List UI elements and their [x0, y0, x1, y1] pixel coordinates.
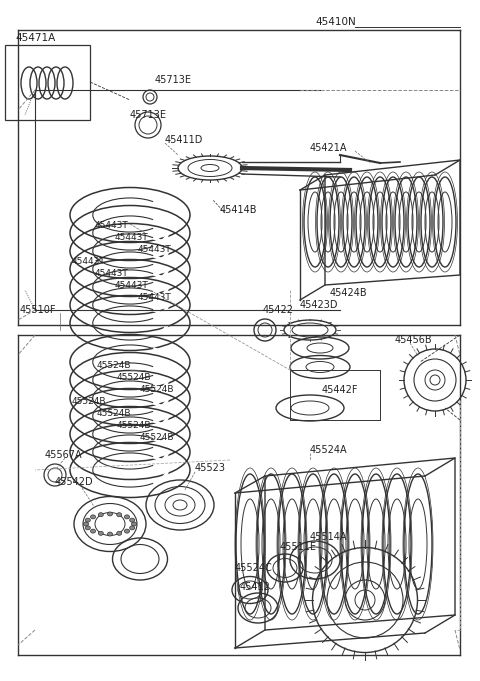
Text: 45510F: 45510F	[20, 305, 57, 315]
Text: 45423D: 45423D	[300, 300, 338, 310]
Text: 45524B: 45524B	[97, 360, 132, 370]
Text: 45443T: 45443T	[95, 270, 129, 279]
Text: 45410N: 45410N	[315, 17, 356, 27]
Ellipse shape	[98, 513, 103, 517]
Ellipse shape	[130, 526, 135, 530]
Text: 45567A: 45567A	[45, 450, 83, 460]
Text: 45442F: 45442F	[322, 385, 359, 395]
Ellipse shape	[124, 529, 130, 533]
Text: 45443T: 45443T	[138, 294, 172, 302]
Ellipse shape	[91, 515, 96, 519]
Text: 45511E: 45511E	[280, 542, 317, 552]
Text: 45443T: 45443T	[138, 244, 172, 253]
Text: 45443T: 45443T	[72, 257, 106, 266]
Text: 45456B: 45456B	[395, 335, 432, 345]
Ellipse shape	[85, 518, 90, 522]
Text: 45524B: 45524B	[140, 385, 175, 394]
Text: 45422: 45422	[263, 305, 294, 315]
Ellipse shape	[124, 515, 130, 519]
Text: 45523: 45523	[195, 463, 226, 473]
Text: 45411D: 45411D	[165, 135, 204, 145]
Text: 45713E: 45713E	[130, 110, 167, 120]
Text: 45424B: 45424B	[330, 288, 368, 298]
Text: 45524A: 45524A	[310, 445, 348, 455]
Text: 45524B: 45524B	[97, 409, 132, 419]
Text: 45524B: 45524B	[140, 434, 175, 443]
Ellipse shape	[108, 512, 112, 516]
Ellipse shape	[91, 529, 96, 533]
Ellipse shape	[130, 518, 135, 522]
Ellipse shape	[117, 531, 122, 535]
Ellipse shape	[84, 522, 88, 526]
Text: 45524B: 45524B	[72, 398, 107, 407]
Text: 45443T: 45443T	[115, 232, 149, 242]
Text: 45421A: 45421A	[310, 143, 348, 153]
Ellipse shape	[108, 532, 112, 536]
Ellipse shape	[98, 531, 103, 535]
Text: 45471A: 45471A	[15, 33, 55, 43]
Ellipse shape	[132, 522, 136, 526]
Text: 45443T: 45443T	[115, 281, 149, 291]
Text: 45524C: 45524C	[235, 563, 273, 573]
Ellipse shape	[85, 526, 90, 530]
Text: 45542D: 45542D	[55, 477, 94, 487]
Text: 45514A: 45514A	[310, 532, 348, 542]
Text: 45412: 45412	[240, 582, 271, 592]
Text: 45414B: 45414B	[220, 205, 257, 215]
Text: 45524B: 45524B	[117, 422, 152, 430]
Text: 45524B: 45524B	[117, 373, 152, 381]
Text: 45443T: 45443T	[95, 221, 129, 229]
Bar	[5, 45, 90, 120]
Text: 45713E: 45713E	[155, 75, 192, 85]
Ellipse shape	[117, 513, 122, 517]
